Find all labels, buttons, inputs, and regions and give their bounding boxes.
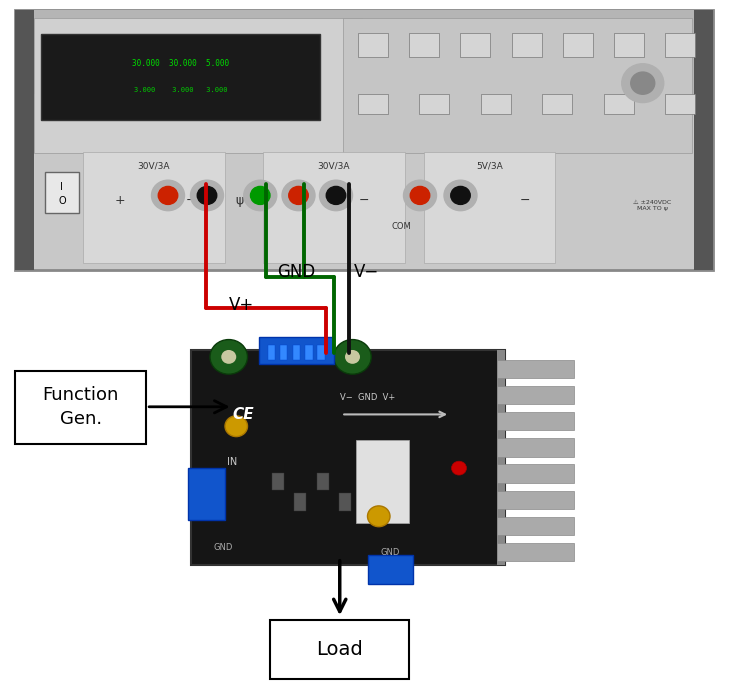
Bar bbox=[82, 152, 225, 263]
Text: Function
Gen.: Function Gen. bbox=[43, 386, 118, 428]
Text: V−: V− bbox=[354, 263, 380, 281]
Bar bbox=[358, 94, 388, 114]
Text: V−  GND  V+: V− GND V+ bbox=[340, 393, 395, 402]
Bar bbox=[41, 34, 320, 119]
Circle shape bbox=[404, 180, 436, 211]
Bar bbox=[34, 18, 362, 153]
Text: 30V/3A: 30V/3A bbox=[137, 162, 170, 170]
Bar bbox=[294, 493, 306, 511]
Bar bbox=[604, 94, 634, 114]
Circle shape bbox=[158, 186, 178, 204]
Text: +: + bbox=[452, 193, 463, 207]
Bar bbox=[614, 33, 644, 58]
Bar bbox=[259, 337, 334, 364]
Bar bbox=[497, 360, 574, 378]
Bar bbox=[317, 345, 325, 360]
Text: +: + bbox=[115, 193, 125, 207]
Circle shape bbox=[622, 64, 664, 103]
Text: −: − bbox=[358, 193, 369, 207]
Circle shape bbox=[451, 186, 470, 204]
Circle shape bbox=[221, 350, 236, 364]
Bar bbox=[15, 371, 146, 444]
Bar bbox=[424, 152, 555, 263]
Text: 5V/3A: 5V/3A bbox=[476, 162, 503, 170]
Circle shape bbox=[282, 180, 315, 211]
Circle shape bbox=[251, 186, 270, 204]
Bar bbox=[191, 350, 505, 565]
Bar bbox=[497, 438, 574, 457]
Text: 30V/3A: 30V/3A bbox=[317, 162, 350, 170]
Bar bbox=[665, 33, 695, 58]
Bar bbox=[188, 468, 225, 520]
Bar bbox=[15, 10, 34, 270]
Bar bbox=[512, 33, 542, 58]
Circle shape bbox=[631, 72, 655, 94]
Circle shape bbox=[152, 180, 184, 211]
Text: ψ: ψ bbox=[236, 193, 244, 207]
Bar bbox=[497, 412, 574, 430]
Bar bbox=[409, 33, 439, 58]
Bar bbox=[45, 172, 79, 213]
Text: ⚠ ±240VDC
MAX TO ψ: ⚠ ±240VDC MAX TO ψ bbox=[634, 200, 672, 211]
Bar bbox=[356, 440, 409, 523]
Bar bbox=[665, 94, 695, 114]
Text: +: + bbox=[291, 193, 302, 207]
Bar bbox=[280, 345, 287, 360]
Circle shape bbox=[244, 180, 277, 211]
Bar bbox=[460, 33, 490, 58]
Circle shape bbox=[190, 180, 224, 211]
Bar bbox=[15, 10, 712, 94]
Text: GND: GND bbox=[278, 263, 316, 281]
Bar bbox=[262, 152, 405, 263]
Circle shape bbox=[197, 186, 217, 204]
Text: GND: GND bbox=[213, 543, 232, 552]
Text: IN: IN bbox=[227, 457, 238, 466]
Text: 3.000    3.000   3.000: 3.000 3.000 3.000 bbox=[134, 87, 227, 93]
Text: −: − bbox=[186, 193, 196, 207]
Bar bbox=[272, 473, 284, 490]
Text: Load: Load bbox=[316, 640, 363, 659]
Bar bbox=[362, 473, 374, 490]
Bar bbox=[497, 491, 574, 509]
Bar bbox=[270, 620, 409, 679]
Circle shape bbox=[334, 340, 371, 374]
Text: O: O bbox=[58, 195, 66, 206]
Text: 30.000  30.000  5.000: 30.000 30.000 5.000 bbox=[132, 60, 230, 69]
Circle shape bbox=[345, 350, 360, 364]
Bar bbox=[694, 10, 712, 270]
Text: V+: V+ bbox=[229, 296, 254, 314]
Bar bbox=[542, 94, 572, 114]
Bar bbox=[339, 493, 351, 511]
Text: GND: GND bbox=[380, 548, 400, 556]
Circle shape bbox=[210, 340, 248, 374]
Bar bbox=[497, 517, 574, 535]
Bar bbox=[497, 350, 505, 565]
Bar bbox=[481, 94, 511, 114]
Circle shape bbox=[289, 186, 308, 204]
Text: I: I bbox=[61, 182, 63, 192]
Bar bbox=[268, 345, 275, 360]
Circle shape bbox=[320, 180, 352, 211]
Bar bbox=[292, 345, 300, 360]
Circle shape bbox=[444, 180, 477, 211]
Bar bbox=[419, 94, 449, 114]
Bar bbox=[305, 345, 313, 360]
Bar bbox=[368, 555, 413, 584]
Bar bbox=[497, 386, 574, 404]
Bar bbox=[343, 18, 692, 153]
Circle shape bbox=[326, 186, 346, 204]
Circle shape bbox=[410, 186, 430, 204]
Bar bbox=[358, 33, 388, 58]
Bar bbox=[316, 473, 328, 490]
Bar bbox=[497, 464, 574, 483]
Circle shape bbox=[452, 462, 466, 475]
Text: CE: CE bbox=[233, 407, 254, 422]
Text: −: − bbox=[520, 193, 530, 207]
Bar bbox=[497, 543, 574, 561]
Bar bbox=[562, 33, 592, 58]
Circle shape bbox=[225, 416, 248, 437]
Text: COM: COM bbox=[392, 222, 411, 231]
Circle shape bbox=[368, 506, 390, 527]
Bar bbox=[15, 10, 712, 270]
